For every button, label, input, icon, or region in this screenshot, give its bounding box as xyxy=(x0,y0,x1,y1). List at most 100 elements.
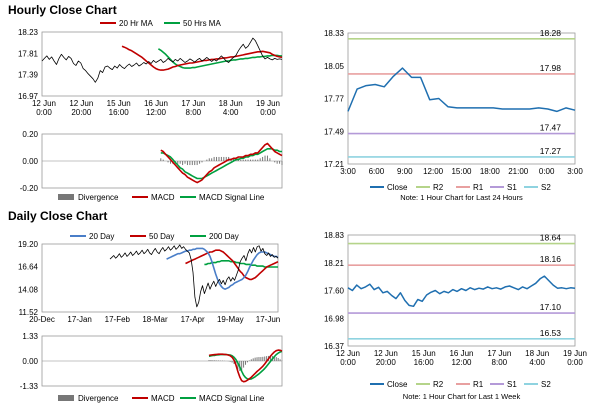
hourly-price-xtick: 17 Jun xyxy=(181,99,205,108)
hourly-pivot-ytick: 18.05 xyxy=(324,62,345,71)
daily-pivot-xtick-sub: 20:00 xyxy=(376,358,397,367)
hourly-pivot-legend-label: R2 xyxy=(433,183,444,192)
daily-pivot-xtick: 12 Jun xyxy=(336,349,360,358)
hourly-price-xtick-sub: 0:00 xyxy=(260,108,276,117)
daily-price-xtick: 18-Mar xyxy=(142,315,168,324)
hourly-macd-legend-signal-label: MACD Signal Line xyxy=(199,193,265,202)
hourly-macd-legend-macd-label: MACD xyxy=(151,193,175,202)
daily-pivot-xtick: 19 Jun xyxy=(563,349,587,358)
hourly-pivot-ytick: 17.49 xyxy=(324,127,345,136)
daily-macd-ytick: -1.33 xyxy=(20,382,39,391)
daily-macd-legend-divergence-swatch xyxy=(58,395,74,401)
daily-price-ytick: 14.08 xyxy=(18,285,39,294)
hourly-pivot-xtick: 12:00 xyxy=(423,167,444,176)
daily-price-xtick: 17-Apr xyxy=(181,315,205,324)
daily-pivot-frame xyxy=(347,234,576,347)
daily-pivot-note: Note: 1 Hour Chart for Last 1 Week xyxy=(403,392,521,401)
daily-pivot-xtick-sub: 4:00 xyxy=(529,358,545,367)
daily-macd-ytick: 0.00 xyxy=(22,357,38,366)
hourly-price-xtick: 12 Jun xyxy=(69,99,93,108)
daily-pivot-xtick-sub: 12:00 xyxy=(451,358,472,367)
daily-pivot-xtick-sub: 0:00 xyxy=(340,358,356,367)
hourly-pivot-legend-label: R1 xyxy=(473,183,484,192)
hourly-macd-chart: 0.20 0.00 -0.20 Divergence MACD MACD Signal L… xyxy=(20,130,283,202)
daily-pivot-xtick-sub: 8:00 xyxy=(492,358,508,367)
hourly-pivot-legend-label: Close xyxy=(387,183,408,192)
hourly-price-xtick-sub: 4:00 xyxy=(223,108,239,117)
hourly-pivot-level-label-s1: 17.47 xyxy=(540,123,562,133)
daily-macd-ytick: 1.33 xyxy=(22,332,38,341)
daily-macd-legend-signal-label: MACD Signal Line xyxy=(199,394,265,403)
daily-macd-chart: 1.33 0.00 -1.33 Divergence MACD MACD Signal L… xyxy=(20,332,283,403)
hourly-pivot-ytick: 17.21 xyxy=(324,160,345,169)
daily-pivot-level-label-s1: 17.10 xyxy=(540,302,562,312)
daily-price-xtick: 17-Jan xyxy=(67,315,91,324)
legend-20-day-label: 20 Day xyxy=(89,232,114,241)
hourly-price-xtick-sub: 12:00 xyxy=(146,108,167,117)
hourly-price-xtick-sub: 20:00 xyxy=(71,108,92,117)
hourly-pivot-xtick: 3:00 xyxy=(567,167,583,176)
hourly-pivot-xtick: 18:00 xyxy=(480,167,501,176)
daily-pivot-level-label-s2: 16.53 xyxy=(540,328,562,338)
hourly-price-xtick-sub: 0:00 xyxy=(36,108,52,117)
hourly-price-frame xyxy=(41,31,283,97)
hourly-price-chart: 18.23 17.81 17.39 16.97 20 Hr MA 50 Hrs MA 12 … xyxy=(18,19,283,117)
hourly-price-xtick: 12 Jun xyxy=(32,99,56,108)
hourly-pivot-legend-label: S1 xyxy=(507,183,517,192)
daily-pivot-xtick: 12 Jun xyxy=(374,349,398,358)
hourly-price-xtick: 15 Jun xyxy=(107,99,131,108)
hourly-macd-ytick: -0.20 xyxy=(20,184,39,193)
legend-50-day-label: 50 Day xyxy=(149,232,174,241)
hourly-pivot-xtick: 15:00 xyxy=(451,167,472,176)
hourly-pivot-xtick: 3:00 xyxy=(340,167,356,176)
hourly-macd-ytick: 0.00 xyxy=(22,157,38,166)
daily-pivot-xtick: 16 Jun xyxy=(449,349,473,358)
daily-price-chart: 19.20 16.64 14.08 11.52 20 Day 50 Day 200 Day 2… xyxy=(18,232,280,324)
daily-price-frame xyxy=(41,243,279,313)
hourly-pivot-chart: 18.33 18.05 17.77 17.49 17.21 18.28 17.98 17.47… xyxy=(324,28,583,202)
daily-price-xtick: 20-Dec xyxy=(29,315,55,324)
hourly-macd-ytick: 0.20 xyxy=(22,130,38,139)
daily-price-xtick: 19-May xyxy=(217,315,244,324)
hourly-pivot-xtick: 9:00 xyxy=(397,167,413,176)
legend-20hr-ma-label: 20 Hr MA xyxy=(119,19,153,28)
daily-macd-legend-macd-label: MACD xyxy=(151,394,175,403)
daily-pivot-level-label-r1: 18.16 xyxy=(540,254,562,264)
hourly-pivot-xtick: 6:00 xyxy=(369,167,385,176)
hourly-price-xtick: 19 Jun xyxy=(256,99,280,108)
hourly-pivot-xtick: 0:00 xyxy=(539,167,555,176)
hourly-price-xtick: 16 Jun xyxy=(144,99,168,108)
daily-macd-legend-divergence-label: Divergence xyxy=(78,394,119,403)
hourly-macd-signal-line xyxy=(160,147,282,180)
hourly-pivot-note: Note: 1 Hour Chart for Last 24 Hours xyxy=(400,193,523,202)
hourly-price-ytick: 16.97 xyxy=(18,92,39,101)
daily-pivot-close-line xyxy=(347,275,576,308)
hourly-section-title: Hourly Close Chart xyxy=(8,3,117,17)
daily-pivot-xtick: 15 Jun xyxy=(412,349,436,358)
hourly-price-xtick-sub: 8:00 xyxy=(186,108,202,117)
daily-price-ytick: 19.20 xyxy=(18,240,39,249)
hourly-macd-legend-divergence-swatch xyxy=(58,194,74,200)
series-50-day xyxy=(185,249,279,281)
hourly-macd-legend-divergence-label: Divergence xyxy=(78,193,119,202)
hourly-pivot-ytick: 17.77 xyxy=(324,95,345,104)
daily-pivot-legend-label: R1 xyxy=(473,380,484,389)
hourly-price-ytick: 18.23 xyxy=(18,28,39,37)
hourly-price-ytick: 17.39 xyxy=(18,71,39,80)
daily-pivot-level-label-r2: 18.64 xyxy=(540,233,562,243)
hourly-pivot-frame xyxy=(347,32,576,165)
series-price xyxy=(41,37,283,83)
legend-200-day-label: 200 Day xyxy=(209,232,239,241)
hourly-price-ytick: 17.81 xyxy=(18,49,39,58)
daily-pivot-legend-label: R2 xyxy=(433,380,444,389)
hourly-pivot-ytick: 18.33 xyxy=(324,29,345,38)
daily-price-ytick: 11.52 xyxy=(19,308,39,317)
hourly-macd-macd-line xyxy=(160,142,283,184)
hourly-pivot-close-line xyxy=(347,67,576,113)
hourly-price-xtick-sub: 16:00 xyxy=(109,108,130,117)
daily-pivot-xtick: 18 Jun xyxy=(525,349,549,358)
daily-pivot-ytick: 17.60 xyxy=(324,287,345,296)
hourly-pivot-xtick: 21:00 xyxy=(508,167,529,176)
daily-pivot-chart: 18.83 18.21 17.60 16.98 16.37 18.64 18.16 17.10… xyxy=(324,231,587,401)
daily-pivot-ytick: 16.98 xyxy=(324,314,345,323)
